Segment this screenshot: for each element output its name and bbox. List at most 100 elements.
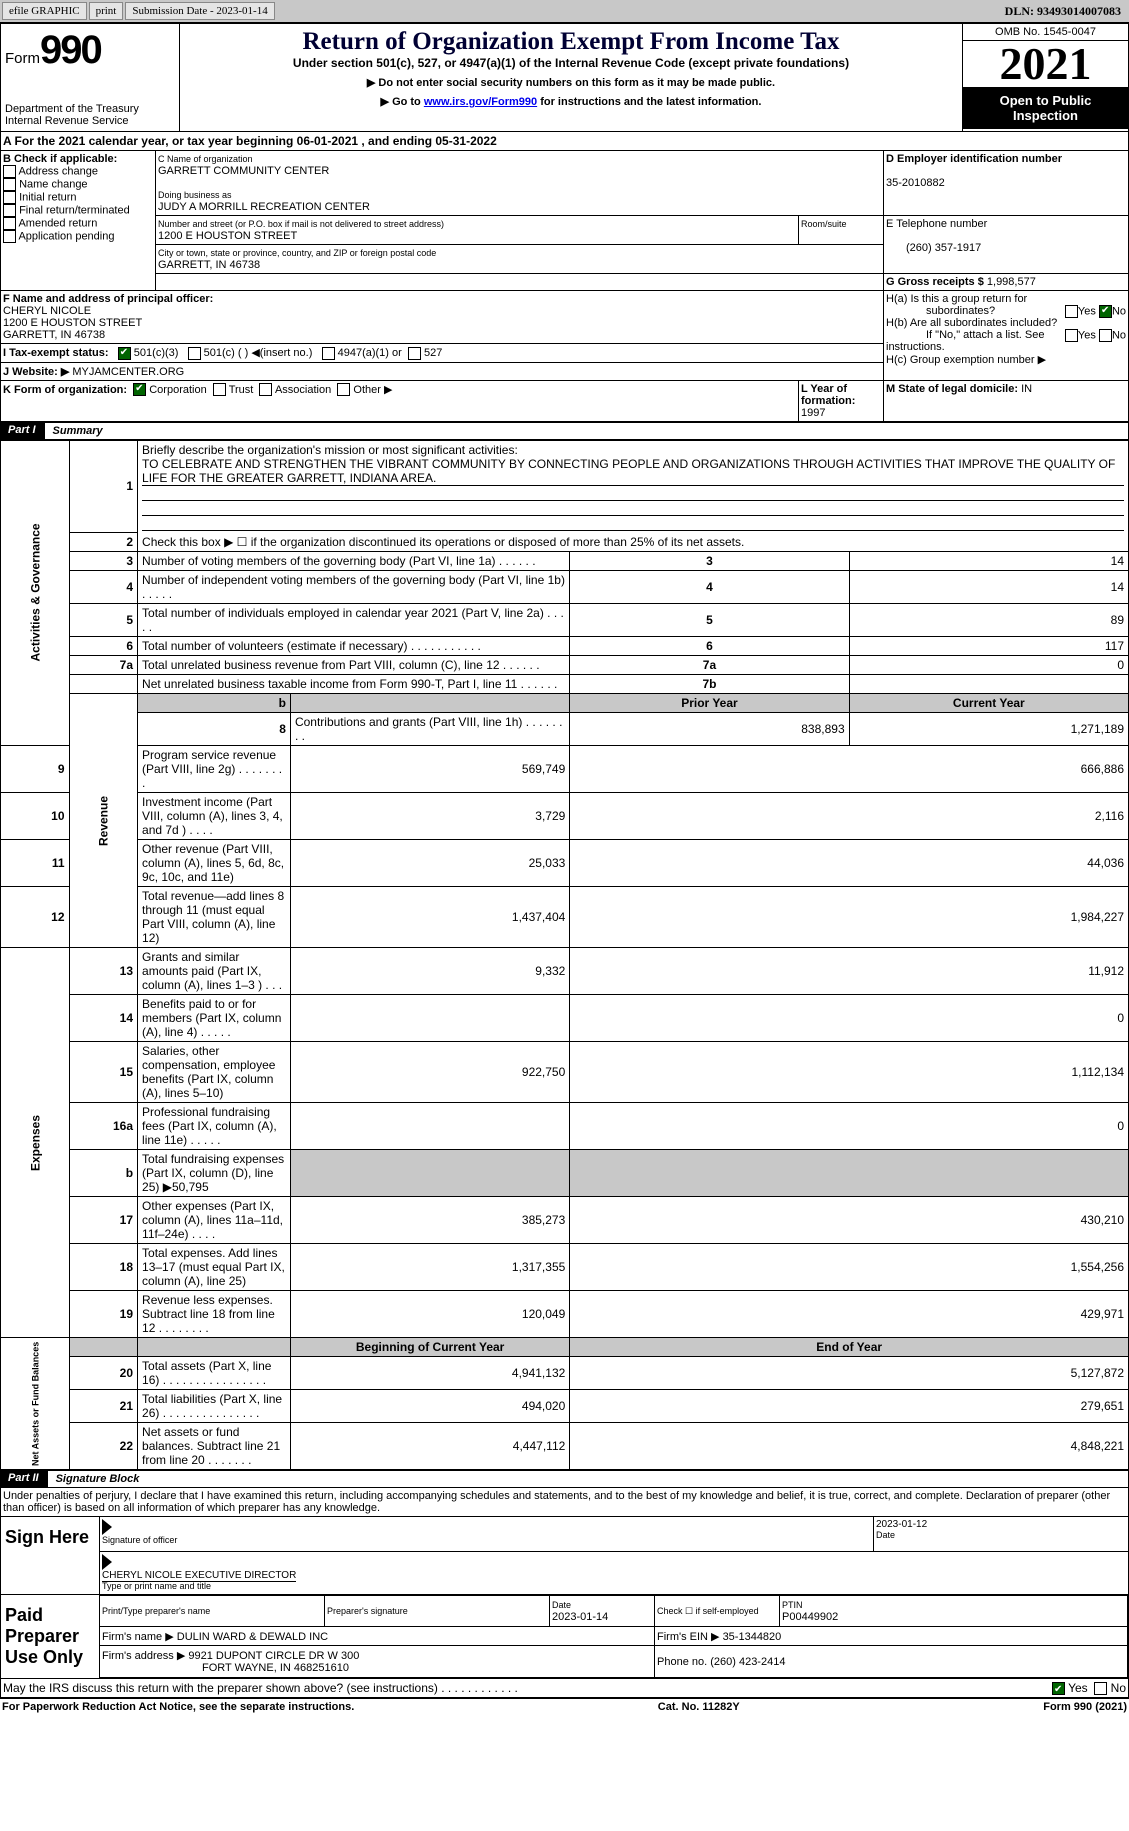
- header-title: Return of Organization Exempt From Incom…: [184, 28, 958, 56]
- m-label: M State of legal domicile:: [886, 383, 1018, 395]
- c15: 1,112,134: [570, 1042, 1129, 1103]
- k1: Corporation: [149, 384, 206, 396]
- chk-pending[interactable]: [3, 230, 16, 243]
- l-label: L Year of formation:: [801, 383, 855, 407]
- l20: Total assets (Part X, line 16): [142, 1359, 271, 1387]
- hb-no[interactable]: [1099, 329, 1112, 342]
- chk-501c3[interactable]: [118, 347, 131, 360]
- dyes: Yes: [1068, 1681, 1088, 1695]
- chk-amended[interactable]: [3, 217, 16, 230]
- l9: Program service revenue (Part VIII, line…: [142, 748, 276, 776]
- v7b: [849, 675, 1128, 694]
- chk-name[interactable]: [3, 178, 16, 191]
- chk-527[interactable]: [408, 347, 421, 360]
- part-1-header: Part I Summary: [0, 422, 1129, 440]
- sig-officer-label: Signature of officer: [102, 1535, 177, 1545]
- chk-initial[interactable]: [3, 191, 16, 204]
- tab-netassets: Net Assets or Fund Balances: [1, 1338, 70, 1470]
- top-bar: efile GRAPHIC print Submission Date - 20…: [0, 0, 1129, 23]
- l5: Total number of individuals employed in …: [142, 606, 544, 620]
- arrow-icon-2: [102, 1554, 112, 1570]
- hb-yes[interactable]: [1065, 329, 1078, 342]
- p21: 494,020: [290, 1390, 569, 1423]
- chk-corp[interactable]: [133, 383, 146, 396]
- pcheck-label: Check ☐ if self-employed: [657, 1606, 759, 1616]
- header-note-2a: ▶ Go to: [381, 96, 424, 108]
- discuss-yes[interactable]: [1052, 1682, 1065, 1695]
- k2: Trust: [229, 384, 254, 396]
- chk-4947[interactable]: [322, 347, 335, 360]
- e-label: E Telephone number: [886, 218, 987, 230]
- p14: [290, 995, 569, 1042]
- l16a: Professional fundraising fees (Part IX, …: [142, 1105, 277, 1147]
- i1: 501(c)(3): [134, 347, 179, 359]
- c11: 44,036: [570, 840, 1129, 887]
- p15: 922,750: [290, 1042, 569, 1103]
- i2: 501(c) ( ) ◀(insert no.): [204, 347, 313, 359]
- l10: Investment income (Part VIII, column (A)…: [142, 795, 283, 837]
- print-button[interactable]: print: [89, 2, 124, 20]
- fein-label: Firm's EIN ▶: [657, 1631, 720, 1643]
- ha-no[interactable]: [1099, 305, 1112, 318]
- tab-activities: Activities & Governance: [1, 440, 70, 746]
- d-label: D Employer identification number: [886, 153, 1062, 165]
- part-1-name: Summary: [44, 422, 1129, 440]
- c-name-label: C Name of organization: [158, 154, 253, 164]
- b4: Final return/terminated: [19, 204, 130, 216]
- org-name: GARRETT COMMUNITY CENTER: [158, 165, 329, 177]
- paperwork-notice: For Paperwork Reduction Act Notice, see …: [2, 1701, 354, 1713]
- typename-label: Type or print name and title: [102, 1581, 211, 1591]
- ha-sub: subordinates?: [886, 305, 995, 317]
- yes-2: Yes: [1078, 329, 1096, 341]
- arrow-icon: [102, 1519, 112, 1535]
- l22: Net assets or fund balances. Subtract li…: [142, 1425, 280, 1467]
- p18: 1,317,355: [290, 1244, 569, 1291]
- g-label: G Gross receipts $: [886, 276, 984, 288]
- row-a: A For the 2021 calendar year, or tax yea…: [0, 132, 1129, 151]
- dba-label: Doing business as: [158, 190, 232, 200]
- chk-501c[interactable]: [188, 347, 201, 360]
- year-formation: 1997: [801, 407, 825, 419]
- hc-label: H(c) Group exemption number ▶: [886, 354, 1046, 366]
- open-public-2: Inspection: [1013, 108, 1078, 123]
- p17: 385,273: [290, 1197, 569, 1244]
- irs-label: Internal Revenue Service: [5, 115, 175, 127]
- header-note-2c: for instructions and the latest informat…: [537, 96, 761, 108]
- ptin-val: P00449902: [782, 1611, 838, 1623]
- chk-address[interactable]: [3, 165, 16, 178]
- ha-yes[interactable]: [1065, 305, 1078, 318]
- hprior: Prior Year: [570, 694, 849, 713]
- k4: Other ▶: [353, 384, 392, 396]
- l19: Revenue less expenses. Subtract line 18 …: [142, 1293, 275, 1335]
- dln: DLN: 93493014007083: [1005, 4, 1127, 19]
- p8: 838,893: [570, 713, 849, 746]
- irs-link[interactable]: www.irs.gov/Form990: [424, 96, 537, 108]
- discuss-no[interactable]: [1094, 1682, 1107, 1695]
- p9: 569,749: [290, 746, 569, 793]
- city-label: City or town, state or province, country…: [158, 248, 436, 258]
- dba-name: JUDY A MORRILL RECREATION CENTER: [158, 201, 370, 213]
- i3: 4947(a)(1) or: [338, 347, 402, 359]
- p20: 4,941,132: [290, 1357, 569, 1390]
- hend: End of Year: [570, 1338, 1129, 1357]
- yes-1: Yes: [1078, 305, 1096, 317]
- efile-label: efile GRAPHIC: [2, 2, 87, 20]
- phone-label: Phone no.: [657, 1656, 707, 1668]
- c8: 1,271,189: [849, 713, 1128, 746]
- room-label: Room/suite: [801, 219, 847, 229]
- p13: 9,332: [290, 948, 569, 995]
- footer: For Paperwork Reduction Act Notice, see …: [0, 1698, 1129, 1715]
- part-2-label: Part II: [0, 1470, 47, 1488]
- phone-val: (260) 423-2414: [710, 1656, 785, 1668]
- c18: 1,554,256: [570, 1244, 1129, 1291]
- open-public-1: Open to Public: [1000, 93, 1092, 108]
- hbeg: Beginning of Current Year: [290, 1338, 569, 1357]
- header-note-1: ▶ Do not enter social security numbers o…: [184, 76, 958, 89]
- chk-assoc[interactable]: [259, 383, 272, 396]
- chk-other[interactable]: [337, 383, 350, 396]
- p16a: [290, 1103, 569, 1150]
- psig-label: Preparer's signature: [327, 1606, 408, 1616]
- c22: 4,848,221: [570, 1423, 1129, 1470]
- chk-final[interactable]: [3, 204, 16, 217]
- chk-trust[interactable]: [213, 383, 226, 396]
